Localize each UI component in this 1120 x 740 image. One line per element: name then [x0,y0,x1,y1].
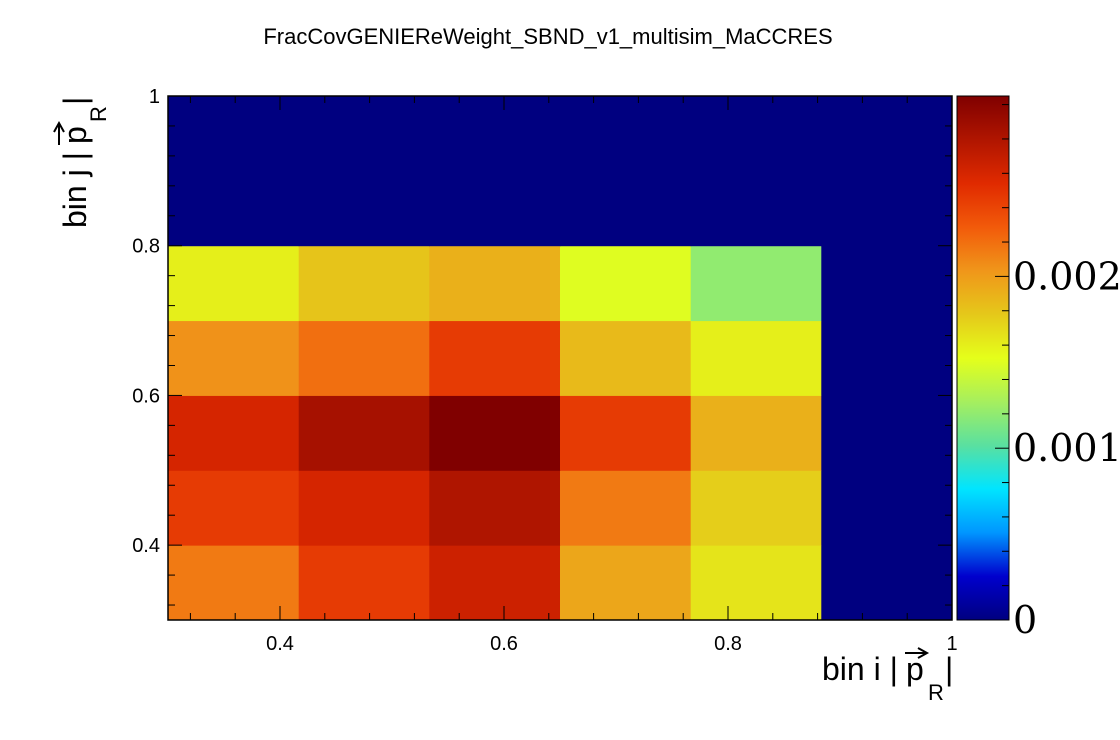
heatmap-cell [168,470,300,546]
x-tick-label: 0.6 [490,633,518,655]
heatmap-cell [690,395,822,471]
heatmap-cell [429,470,561,546]
y-tick-label: 0.8 [132,236,160,258]
heatmap-cell [168,320,300,396]
x-axis-label: bin i | p R | [822,647,953,705]
heatmap-cell [821,545,953,621]
y-vector-arrow [53,120,65,145]
plot-frame [167,95,953,621]
y-axis-label-close: | [57,97,93,105]
heatmap-cell [690,96,822,247]
heatmap-cell [821,96,953,247]
y-tick-label: 0.6 [132,385,160,407]
y-axis-ticks: 0.4 0.6 0.8 1 [132,86,952,606]
x-tick-label: 0.4 [266,633,294,655]
y-axis-label-main: bin j | [57,152,93,228]
x-tick-label: 1 [946,633,957,655]
heatmap-cell [821,245,953,322]
heatmap-cell [168,96,300,247]
x-axis-label-subscript: R [928,680,944,705]
heatmap-cell [690,470,822,546]
y-tick-label: 0.4 [132,535,160,557]
heatmap-cell [298,320,430,396]
y-axis-label-subscript: R [86,106,111,122]
heatmap-cell [298,245,430,322]
x-tick-label: 0.8 [714,633,742,655]
heatmap-cell [821,320,953,396]
heatmap-cell [168,395,300,471]
y-axis-label: bin j | p R | [53,97,111,228]
heatmap-cell [560,320,692,396]
heatmap-cell [429,96,561,247]
heatmap-cell [560,96,692,247]
heatmap-cell [690,545,822,621]
heatmap-cell [298,395,430,471]
y-tick-label: 1 [149,86,160,108]
x-axis-label-close: | [945,651,953,687]
colorbar-tick-label: 0.002 [1013,254,1120,298]
heatmap-cell [168,545,300,621]
heatmap-cell [560,395,692,471]
heatmap-cell [821,395,953,471]
y-axis-label-vector: p [57,126,93,144]
heatmap-cell [690,245,822,322]
heatmap-cell [429,245,561,322]
heatmap-cell [298,545,430,621]
colorbar-tick-label: 0.001 [1013,426,1120,470]
heatmap-cell [429,320,561,396]
heatmap-cell [560,545,692,621]
heatmap-cell [298,470,430,546]
x-axis-label-main: bin i | [822,651,898,687]
heatmap-cell [168,245,300,322]
x-axis-ticks: 0.4 0.6 0.8 1 [189,96,958,655]
colorbar-tick-label: 0 [1013,598,1037,642]
heatmap-cell [429,545,561,621]
heatmap-cells [168,96,953,621]
heatmap-cell [821,470,953,546]
chart-title: FracCovGENIEReWeight_SBND_v1_multisim_Ma… [263,24,832,49]
heatmap-cell [429,395,561,471]
heatmap-cell [560,470,692,546]
colorbar [956,95,1010,621]
x-vector-arrow [905,647,930,659]
colorbar-ticks: 0 0.001 0.002 [995,104,1120,642]
heatmap-cell [298,96,430,247]
x-axis-label-vector: p [906,651,924,687]
heatmap-cell [690,320,822,396]
heatmap-cell [560,245,692,322]
